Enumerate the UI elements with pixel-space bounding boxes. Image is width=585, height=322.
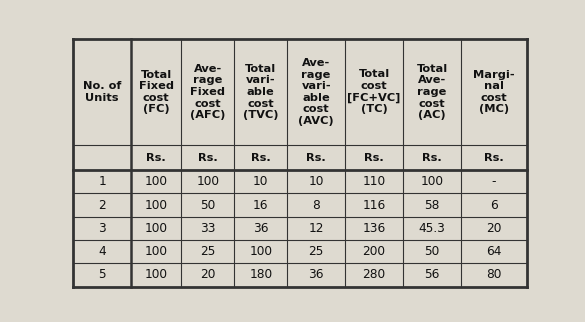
Text: 100: 100 xyxy=(197,175,219,188)
Text: -: - xyxy=(491,175,496,188)
Text: 200: 200 xyxy=(363,245,386,258)
Text: 10: 10 xyxy=(308,175,324,188)
Text: 180: 180 xyxy=(249,269,273,281)
Text: 100: 100 xyxy=(421,175,443,188)
Text: 36: 36 xyxy=(253,222,269,235)
Text: 100: 100 xyxy=(144,269,168,281)
Text: 110: 110 xyxy=(363,175,386,188)
Text: 33: 33 xyxy=(200,222,216,235)
Text: 280: 280 xyxy=(363,269,386,281)
Text: 8: 8 xyxy=(312,198,320,212)
Text: Rs.: Rs. xyxy=(146,153,166,163)
Text: 100: 100 xyxy=(144,245,168,258)
Text: Rs.: Rs. xyxy=(307,153,326,163)
Text: Rs.: Rs. xyxy=(251,153,271,163)
Text: 116: 116 xyxy=(363,198,386,212)
Text: Margi-
nal
cost
(MC): Margi- nal cost (MC) xyxy=(473,70,515,114)
Text: 56: 56 xyxy=(424,269,440,281)
Text: 4: 4 xyxy=(98,245,106,258)
Text: 6: 6 xyxy=(490,198,498,212)
Text: Rs.: Rs. xyxy=(364,153,384,163)
Text: 3: 3 xyxy=(98,222,106,235)
Text: 25: 25 xyxy=(308,245,324,258)
Text: 36: 36 xyxy=(308,269,324,281)
Text: 25: 25 xyxy=(200,245,215,258)
Text: Rs.: Rs. xyxy=(484,153,504,163)
Text: 5: 5 xyxy=(98,269,106,281)
Text: Total
vari-
able
cost
(TVC): Total vari- able cost (TVC) xyxy=(243,64,278,120)
Text: 100: 100 xyxy=(144,175,168,188)
Text: Ave-
rage
Fixed
cost
(AFC): Ave- rage Fixed cost (AFC) xyxy=(190,64,226,120)
Text: 100: 100 xyxy=(144,222,168,235)
Text: 64: 64 xyxy=(486,245,501,258)
Text: 16: 16 xyxy=(253,198,269,212)
Text: Total
Fixed
cost
(FC): Total Fixed cost (FC) xyxy=(139,70,174,114)
Text: 80: 80 xyxy=(486,269,501,281)
Text: 58: 58 xyxy=(424,198,440,212)
Text: 50: 50 xyxy=(425,245,440,258)
Text: Rs.: Rs. xyxy=(198,153,218,163)
Text: 100: 100 xyxy=(249,245,272,258)
Text: 10: 10 xyxy=(253,175,269,188)
Text: No. of
Units: No. of Units xyxy=(83,81,121,103)
Text: Rs.: Rs. xyxy=(422,153,442,163)
Text: 1: 1 xyxy=(98,175,106,188)
Text: 136: 136 xyxy=(363,222,386,235)
Text: 20: 20 xyxy=(486,222,501,235)
Text: 12: 12 xyxy=(308,222,324,235)
Text: 20: 20 xyxy=(200,269,215,281)
Text: 100: 100 xyxy=(144,198,168,212)
Text: Total
cost
[FC+VC]
(TC): Total cost [FC+VC] (TC) xyxy=(347,70,401,115)
Text: 2: 2 xyxy=(98,198,106,212)
Text: Ave-
rage
vari-
able
cost
(AVC): Ave- rage vari- able cost (AVC) xyxy=(298,58,334,126)
Text: Total
Ave-
rage
cost
(AC): Total Ave- rage cost (AC) xyxy=(417,64,448,120)
Text: 50: 50 xyxy=(200,198,215,212)
Text: 45.3: 45.3 xyxy=(419,222,446,235)
